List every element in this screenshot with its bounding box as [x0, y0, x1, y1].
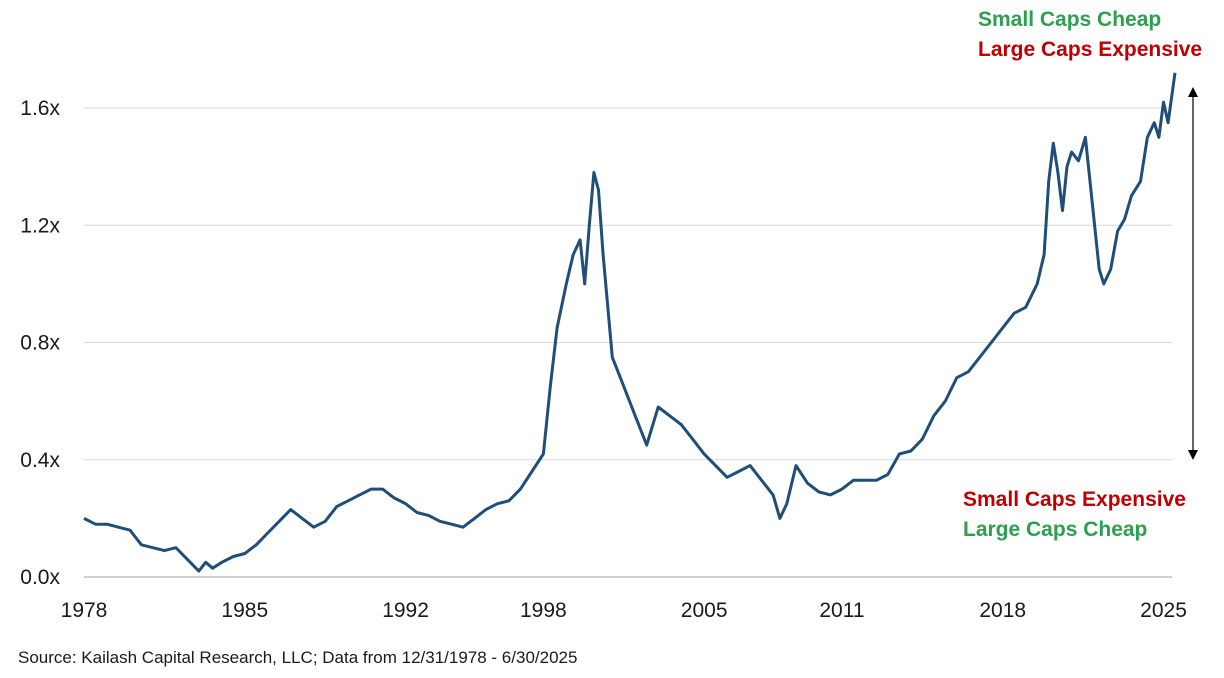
x-tick-label: 2018 — [979, 599, 1026, 622]
x-tick-label: 1978 — [61, 599, 108, 622]
y-tick-label: 1.2x — [20, 214, 60, 237]
x-tick-label: 2005 — [681, 599, 728, 622]
gridlines — [84, 107, 1172, 578]
y-tick-label: 0.0x — [20, 566, 60, 589]
x-tick-label: 2025 — [1140, 599, 1187, 622]
y-tick-label: 1.6x — [20, 97, 60, 120]
annotation-small-caps-expensive: Small Caps Expensive — [963, 488, 1186, 511]
annotation-large-caps-expensive: Large Caps Expensive — [978, 38, 1202, 61]
annotation-large-caps-cheap: Large Caps Cheap — [963, 518, 1147, 541]
y-tick-label: 0.8x — [20, 332, 60, 355]
series-line — [83, 72, 1177, 573]
x-axis: 1978 1985 1992 1998 2005 2011 2018 2025 — [61, 599, 1187, 622]
annotation-small-caps-cheap: Small Caps Cheap — [978, 8, 1161, 31]
y-tick-label: 0.4x — [20, 449, 60, 472]
source-note: Source: Kailash Capital Research, LLC; D… — [18, 648, 577, 667]
x-tick-label: 1992 — [382, 599, 429, 622]
x-tick-label: 1985 — [221, 599, 268, 622]
x-tick-label: 1998 — [520, 599, 567, 622]
x-tick-label: 2011 — [819, 599, 864, 622]
y-axis: 0.0x 0.4x 0.8x 1.2x 1.6x — [20, 97, 60, 589]
